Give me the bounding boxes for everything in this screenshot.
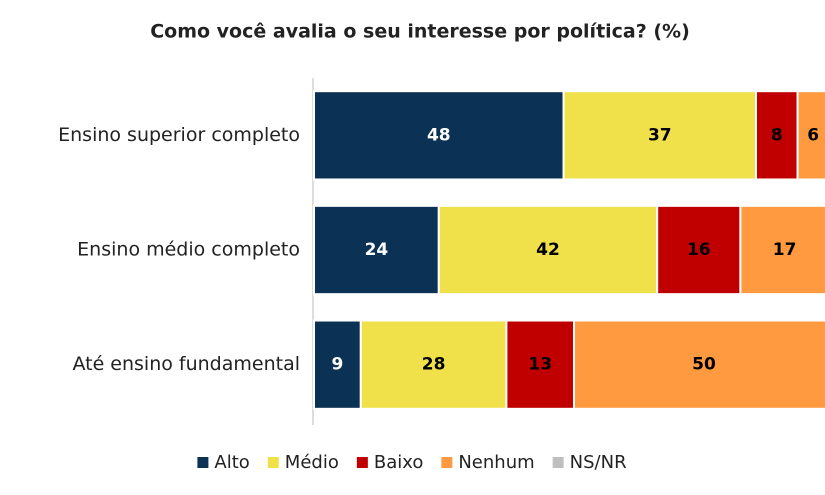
data-label: 8 — [771, 125, 783, 145]
data-label: 48 — [427, 125, 451, 145]
legend-swatch — [267, 457, 279, 468]
bar-segment — [562, 90, 757, 181]
chart-title: Como você avalia o seu interesse por pol… — [150, 21, 690, 43]
data-label: 50 — [692, 355, 716, 375]
legend-swatch — [356, 457, 368, 468]
data-label: 9 — [331, 355, 343, 375]
data-label: 28 — [422, 355, 446, 375]
legend-label: Nenhum — [458, 452, 534, 473]
y-tick-label: Até ensino fundamental — [72, 353, 300, 375]
legend-label: Médio — [285, 452, 339, 473]
data-label: 37 — [648, 125, 672, 145]
bar-segment — [313, 319, 362, 410]
legend-label: Alto — [214, 452, 249, 473]
bar-segment — [437, 204, 659, 296]
bar-segment — [505, 319, 575, 410]
legend-swatch — [197, 457, 209, 468]
y-tick-label: Ensino superior completo — [58, 124, 300, 146]
data-label: 16 — [687, 240, 711, 260]
legend-label: Baixo — [374, 452, 424, 473]
data-label: 13 — [528, 355, 552, 375]
bar-segment — [755, 90, 799, 181]
bar-segment — [739, 204, 825, 296]
data-label: 42 — [536, 240, 560, 260]
data-label: 24 — [365, 240, 389, 260]
bar-segment — [573, 319, 825, 410]
bar-segment — [359, 319, 508, 410]
data-label: 17 — [773, 240, 797, 260]
bar-segment — [796, 90, 825, 181]
data-label: 6 — [807, 125, 819, 145]
legend-swatch — [552, 457, 564, 468]
legend-swatch — [441, 457, 453, 468]
legend-label: NS/NR — [570, 452, 627, 473]
y-tick-label: Ensino médio completo — [77, 239, 300, 261]
